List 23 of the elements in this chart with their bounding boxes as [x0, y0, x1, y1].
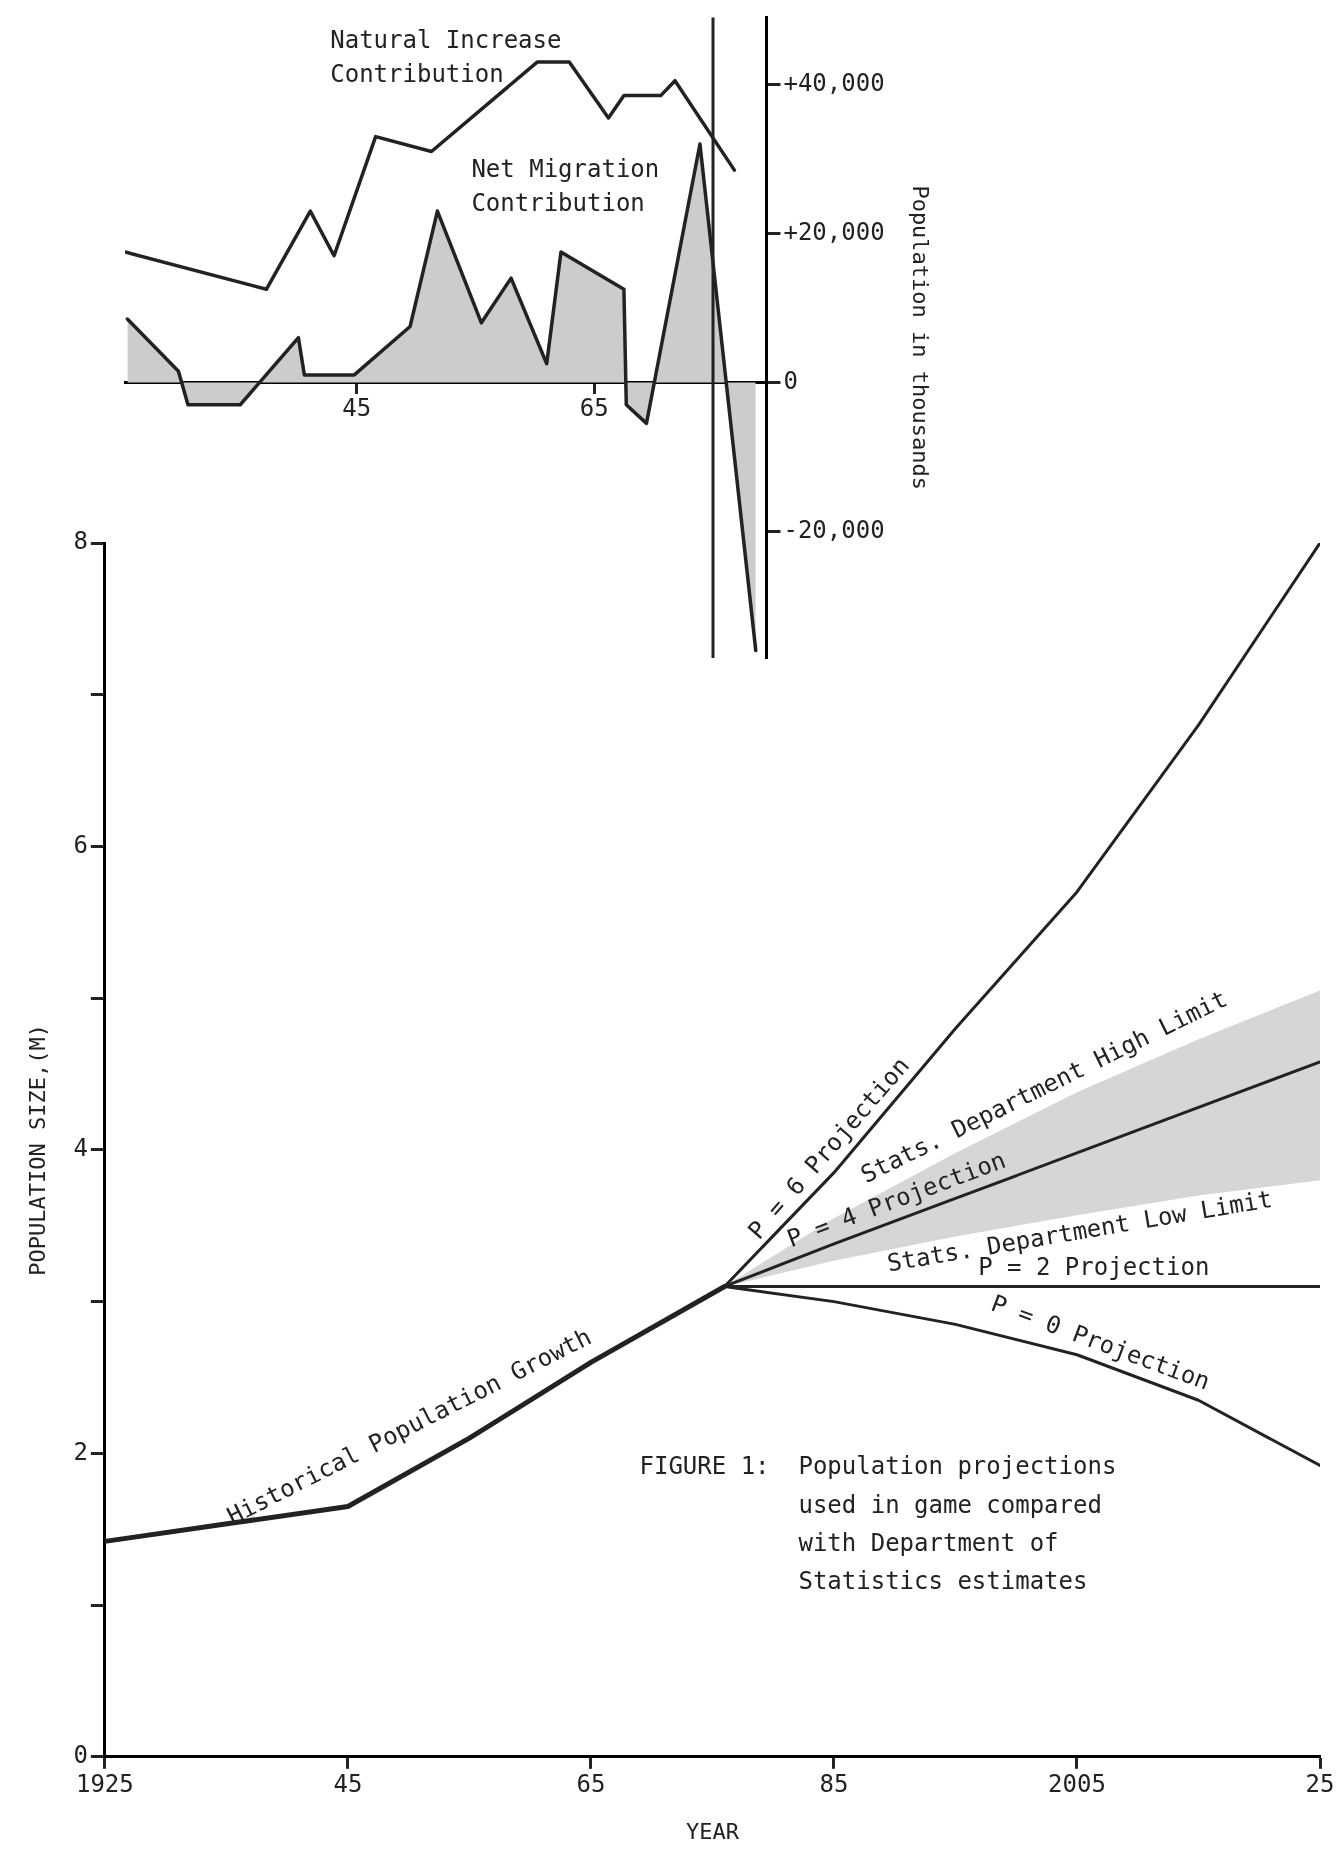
- y-tick-label: 0: [783, 366, 798, 395]
- y-tick-label: -20,000: [783, 515, 885, 544]
- annotation: FIGURE 1: Population projections used in game compared with Department of Statistics estimates: [639, 1451, 1118, 1598]
- y-axis-title: Population in thousands: [908, 185, 934, 491]
- x-tick-label: 45: [342, 394, 372, 423]
- y-tick-label: 2: [73, 1437, 88, 1466]
- series-label: Net Migration Contribution: [471, 154, 660, 217]
- x-tick-label: 65: [579, 394, 609, 423]
- x-tick-label: 2005: [1048, 1770, 1106, 1799]
- series-label: Natural Increase Contribution: [330, 26, 562, 89]
- y-tick-label: +20,000: [783, 217, 885, 246]
- y-tick-label: 0: [73, 1741, 88, 1770]
- x-tick-label: 1925: [75, 1770, 134, 1799]
- y-tick-label: +40,000: [783, 68, 885, 97]
- x-axis-title: YEAR: [685, 1818, 740, 1844]
- x-tick-label: 65: [576, 1770, 606, 1799]
- y-tick-label: 4: [73, 1134, 88, 1163]
- x-tick-label: 45: [333, 1770, 363, 1799]
- y-tick-label: 6: [73, 830, 88, 859]
- y-axis-title: POPULATION SIZE,(M): [24, 1024, 50, 1276]
- x-tick-label: 25: [1305, 1770, 1335, 1799]
- y-tick-label: 8: [73, 527, 88, 556]
- x-tick-label: 85: [819, 1770, 849, 1799]
